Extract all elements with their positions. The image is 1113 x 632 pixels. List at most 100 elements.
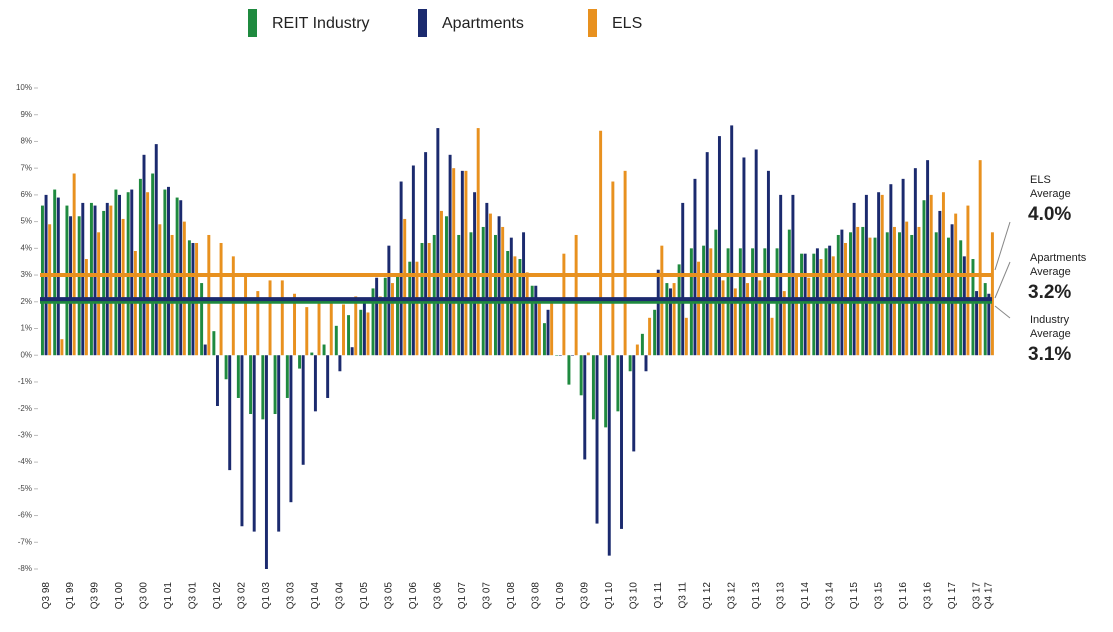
bar (665, 283, 669, 356)
bar (212, 331, 216, 356)
bar (632, 355, 636, 452)
bar (493, 234, 497, 356)
bar (347, 315, 351, 356)
bar (457, 234, 461, 356)
bar (697, 261, 701, 356)
x-tick-label: Q1 14 (800, 582, 811, 610)
bar (840, 229, 844, 356)
bar (215, 355, 219, 406)
bar (990, 232, 994, 356)
bar (460, 170, 464, 356)
bar (424, 152, 428, 356)
bar (595, 355, 599, 524)
bar (558, 355, 562, 356)
x-tick-label: Q3 12 (726, 582, 737, 610)
x-tick-label: Q3 08 (531, 582, 542, 610)
bar (537, 301, 541, 356)
bar (522, 232, 526, 356)
bar (268, 280, 272, 356)
y-tick-label: 7% (20, 163, 32, 172)
bar (114, 189, 118, 356)
x-tick-label: Q3 01 (188, 582, 199, 610)
legend-label: Apartments (442, 15, 524, 32)
bar (849, 232, 853, 356)
legend-label: ELS (612, 15, 642, 32)
bar (611, 181, 615, 356)
bar (513, 256, 517, 356)
bar (938, 210, 942, 356)
bar (151, 173, 155, 356)
bar (591, 355, 595, 420)
bar (179, 200, 183, 356)
x-tick-label: Q1 11 (653, 582, 664, 609)
bar (501, 226, 505, 356)
bar (338, 355, 342, 372)
bar (329, 299, 333, 356)
bar (852, 202, 856, 356)
bar (256, 291, 260, 356)
bar (889, 184, 893, 356)
bar (836, 234, 840, 356)
bar (770, 317, 774, 356)
bar (856, 226, 860, 356)
bar (954, 213, 958, 356)
bar (105, 202, 109, 356)
bar (987, 293, 991, 356)
bar (926, 160, 930, 356)
x-tick-label: Q3 15 (873, 582, 884, 610)
x-tick-label: Q1 01 (163, 582, 174, 610)
bar (910, 234, 914, 356)
bar (623, 170, 627, 356)
x-tick-label: Q1 12 (702, 582, 713, 610)
y-tick-label: -5% (18, 484, 32, 493)
bar (795, 275, 798, 356)
annotation-label: ELS (1030, 174, 1051, 186)
bar (305, 307, 309, 356)
bar (411, 165, 415, 356)
bar (640, 333, 644, 356)
bar (452, 168, 456, 356)
bar (672, 283, 676, 356)
bar (819, 259, 823, 356)
y-tick-label: -4% (18, 457, 32, 466)
bar (289, 355, 293, 503)
bar (831, 256, 835, 356)
x-tick-label: Q1 06 (408, 582, 419, 610)
x-tick-label: Q1 09 (555, 582, 566, 610)
x-tick-label: Q3 11 (677, 582, 688, 609)
x-tick-label: Q1 00 (114, 582, 125, 610)
y-tick-label: -6% (18, 511, 32, 520)
bar (432, 234, 436, 356)
bar (873, 237, 877, 356)
bar (677, 264, 681, 356)
x-tick-label: Q3 06 (433, 582, 444, 610)
bar (620, 355, 623, 529)
x-tick-label: Q3 98 (41, 582, 52, 610)
bar (445, 216, 448, 356)
bar (170, 234, 174, 356)
bar (383, 277, 387, 356)
bar (244, 275, 248, 356)
bar (562, 253, 566, 356)
y-tick-label: 4% (20, 243, 32, 252)
x-tick-label: Q3 99 (90, 582, 101, 610)
bar (436, 128, 440, 356)
bar (236, 355, 240, 398)
bar (138, 178, 142, 356)
bar (717, 136, 721, 356)
x-tick-label: Q3 14 (824, 582, 835, 610)
bar (375, 277, 379, 356)
bar (971, 259, 975, 356)
bar (342, 304, 345, 356)
bar (354, 296, 358, 356)
x-tick-label: Q3 00 (139, 582, 150, 610)
y-tick-label: 9% (20, 110, 32, 119)
bar (301, 355, 305, 465)
y-tick-label: 3% (20, 270, 32, 279)
bar (378, 296, 382, 356)
y-tick-label: 6% (20, 190, 32, 199)
bar (975, 291, 979, 356)
bar (224, 355, 228, 380)
x-tick-label: Q1 04 (310, 582, 321, 610)
x-tick-label: Q1 13 (751, 582, 762, 610)
